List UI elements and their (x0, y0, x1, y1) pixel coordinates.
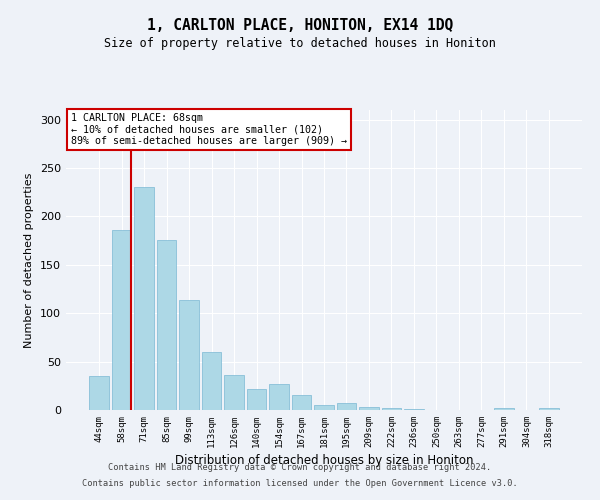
Bar (359, 407, 379, 410)
Bar (314, 405, 334, 410)
Bar (494, 408, 514, 410)
Bar (202, 352, 221, 410)
Bar (382, 408, 401, 410)
Bar (134, 188, 154, 410)
Bar (112, 230, 131, 410)
Bar (337, 403, 356, 410)
Text: 1 CARLTON PLACE: 68sqm
← 10% of detached houses are smaller (102)
89% of semi-de: 1 CARLTON PLACE: 68sqm ← 10% of detached… (71, 113, 347, 146)
X-axis label: Distribution of detached houses by size in Honiton: Distribution of detached houses by size … (175, 454, 473, 467)
Y-axis label: Number of detached properties: Number of detached properties (25, 172, 34, 348)
Bar (157, 240, 176, 410)
Text: Size of property relative to detached houses in Honiton: Size of property relative to detached ho… (104, 38, 496, 51)
Bar (224, 375, 244, 410)
Bar (292, 394, 311, 410)
Text: Contains public sector information licensed under the Open Government Licence v3: Contains public sector information licen… (82, 478, 518, 488)
Bar (404, 409, 424, 410)
Bar (539, 408, 559, 410)
Bar (89, 376, 109, 410)
Bar (179, 300, 199, 410)
Bar (269, 384, 289, 410)
Bar (247, 388, 266, 410)
Text: 1, CARLTON PLACE, HONITON, EX14 1DQ: 1, CARLTON PLACE, HONITON, EX14 1DQ (147, 18, 453, 32)
Text: Contains HM Land Registry data © Crown copyright and database right 2024.: Contains HM Land Registry data © Crown c… (109, 464, 491, 472)
